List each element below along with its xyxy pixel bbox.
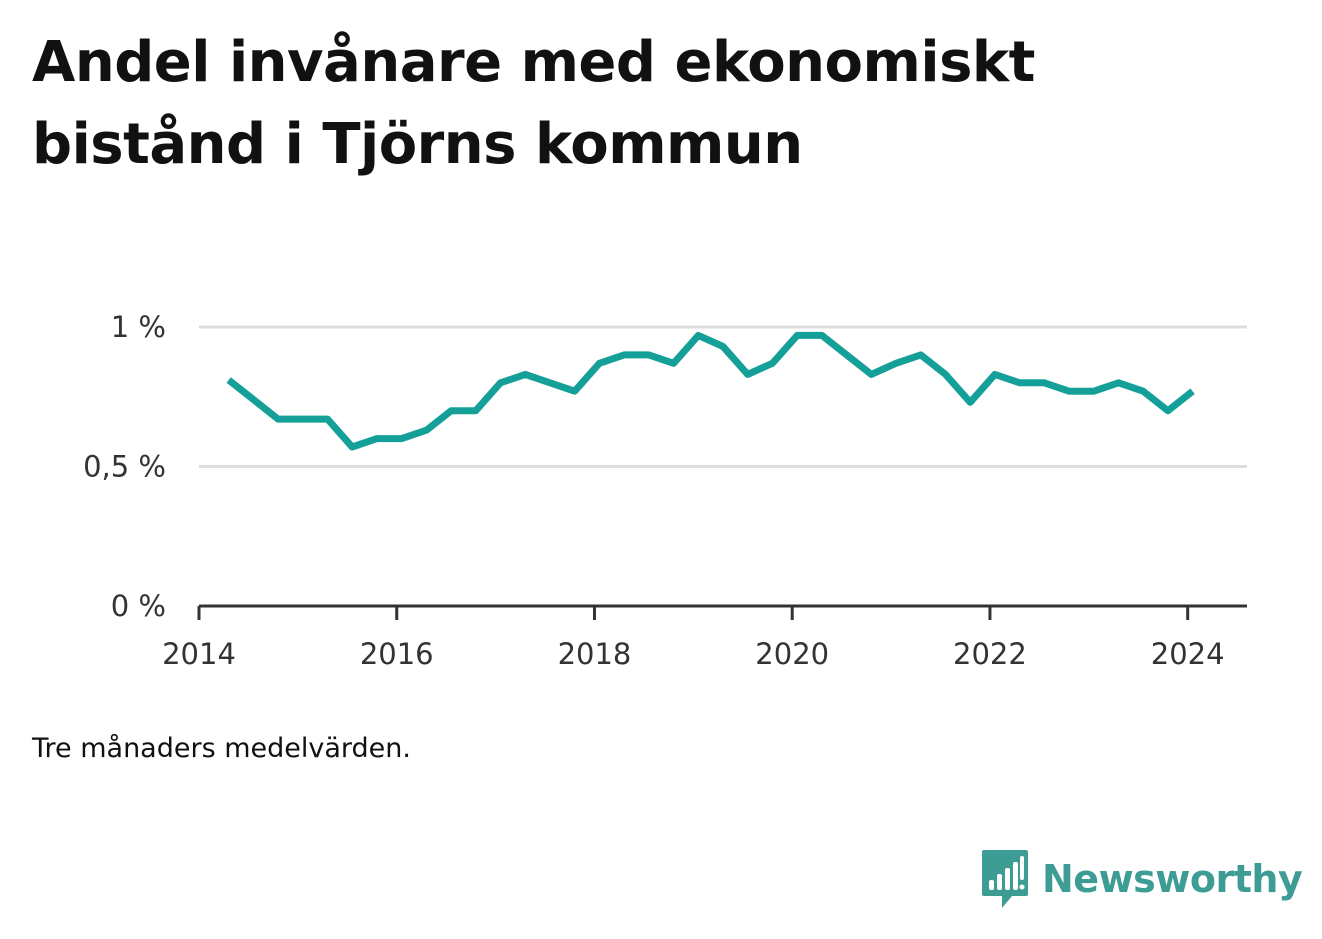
- y-tick-label: 0 %: [111, 589, 166, 623]
- chart-title-line-2: bistånd i Tjörns kommun: [32, 112, 803, 177]
- chart-title-line-1: Andel invånare med ekonomiskt: [32, 30, 1035, 95]
- chart-title: Andel invånare med ekonomiskt bistånd i …: [32, 22, 1232, 186]
- x-tick-label: 2020: [755, 637, 829, 671]
- x-tick-label: 2014: [162, 637, 236, 671]
- bar-chart-speech-bubble-icon: [982, 850, 1028, 908]
- y-tick-label: 0,5 %: [83, 450, 166, 484]
- chart-note: Tre månaders medelvärden.: [32, 733, 411, 764]
- x-tick-label: 2018: [558, 637, 632, 671]
- y-tick-label: 1 %: [111, 310, 166, 344]
- line-chart: 0 % 0,5 % 1 % 2014 2016 2018 2020 2022 2024: [83, 310, 1247, 671]
- brand-name: Newsworthy: [1042, 857, 1303, 901]
- x-tick-label: 2022: [953, 637, 1027, 671]
- x-tick-label: 2016: [360, 637, 434, 671]
- x-tick-label: 2024: [1151, 637, 1225, 671]
- series-line: [226, 331, 1195, 451]
- brand-logo: Newsworthy: [980, 846, 1303, 912]
